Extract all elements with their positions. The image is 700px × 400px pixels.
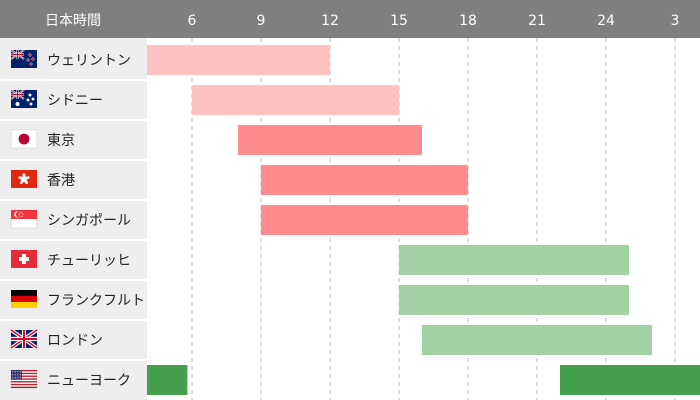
- x-tick-label: 18: [459, 13, 477, 29]
- market-row: ニューヨーク: [0, 359, 147, 389]
- x-tick-labels: 6 9 12 15 18 21 24 3: [188, 13, 680, 29]
- market-row: チューリッヒ: [0, 239, 147, 269]
- market-row: 香港: [0, 159, 147, 189]
- session-bar: [192, 85, 399, 115]
- market-name: シンガポール: [47, 213, 131, 229]
- x-tick-label: 21: [528, 13, 546, 29]
- x-tick-label: 9: [257, 13, 266, 29]
- hong-kong-flag-icon: [11, 170, 37, 188]
- usa-flag-icon: [10, 369, 38, 389]
- x-tick-label: 15: [390, 13, 408, 29]
- market-name: ロンドン: [47, 333, 103, 349]
- session-bar: [147, 45, 330, 75]
- market-rows: ウェリントンシドニー東京香港シンガポールチューリッヒフランクフルトロンドンニュー…: [0, 49, 147, 389]
- uk-flag-icon: [9, 328, 39, 350]
- header-label: 日本時間: [45, 13, 101, 29]
- market-row: シンガポール: [0, 199, 147, 229]
- japan-flag-icon: [10, 129, 38, 149]
- market-name: ウェリントン: [47, 53, 131, 69]
- singapore-flag-icon: [10, 209, 38, 229]
- x-tick-label: 24: [597, 13, 615, 29]
- market-name: フランクフルト: [47, 293, 145, 309]
- market-row: ウェリントン: [10, 49, 131, 69]
- market-name: 東京: [47, 133, 75, 149]
- session-bar: [560, 365, 700, 395]
- switzerland-flag-icon: [11, 250, 37, 268]
- header-background: [0, 0, 700, 38]
- australia-flag-icon: [10, 89, 37, 108]
- market-row: 東京: [0, 119, 147, 149]
- x-tick-label: 3: [671, 13, 680, 29]
- session-bar: [399, 245, 629, 275]
- session-bar: [422, 325, 652, 355]
- germany-flag-icon: [11, 290, 37, 308]
- market-name: ニューヨーク: [47, 373, 131, 389]
- market-name: チューリッヒ: [47, 253, 131, 269]
- session-bar: [261, 205, 468, 235]
- session-bars: [147, 45, 700, 395]
- market-name: シドニー: [47, 93, 103, 109]
- new-zealand-flag-icon: [10, 49, 37, 68]
- market-row: フランクフルト: [0, 279, 147, 309]
- market-name: 香港: [47, 173, 75, 189]
- market-row: シドニー: [0, 79, 147, 109]
- market-row: ロンドン: [0, 319, 147, 350]
- session-bar: [147, 365, 188, 395]
- session-bar: [261, 165, 468, 195]
- session-bar: [399, 285, 629, 315]
- x-tick-label: 12: [321, 13, 339, 29]
- x-tick-label: 6: [188, 13, 197, 29]
- session-bar: [238, 125, 422, 155]
